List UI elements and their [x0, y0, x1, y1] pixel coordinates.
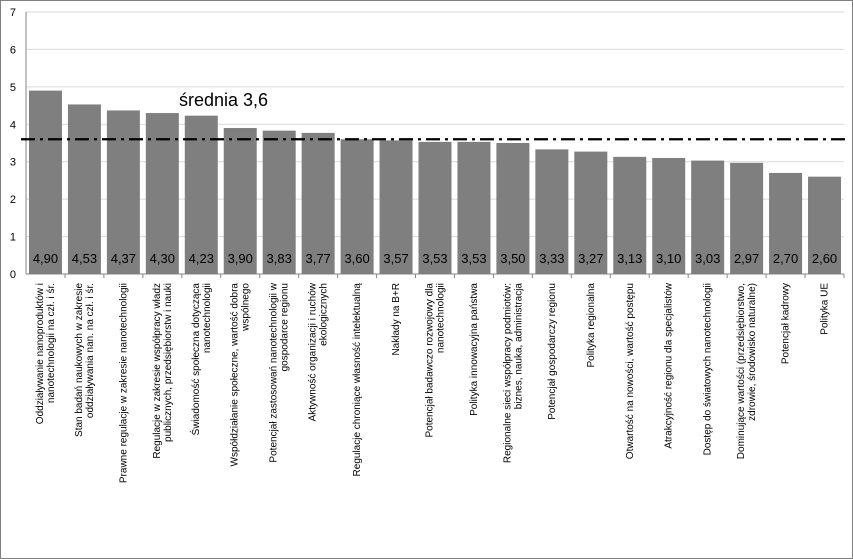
category-label: nanotechnologii [202, 283, 213, 353]
category-label: publicznych, przedsiębiorstw i nauki [163, 283, 174, 442]
category-label: Regionalne sieci współpracy podmiotów: [502, 283, 513, 463]
category-label: Potencjał zastosowań nanotechnologii w [269, 282, 280, 462]
category-label: gospodarce regionu [280, 283, 291, 371]
bar [613, 156, 647, 274]
data-label: 3,53 [461, 251, 486, 266]
data-label: 3,03 [695, 251, 720, 266]
category-label: Potencjał badawczo rozwojowy dla [425, 283, 436, 438]
data-label: 3,27 [578, 251, 603, 266]
category-label: Polityka innowacyjna państwa [469, 283, 480, 416]
bar [535, 149, 569, 274]
data-label: 3,60 [344, 251, 369, 266]
category-label: Regulacje chroniące własność intelektual… [352, 283, 363, 477]
average-annotation: średnia 3,6 [179, 90, 268, 110]
data-label: 4,37 [111, 251, 136, 266]
data-label: 4,23 [189, 251, 214, 266]
category-label: Świadomość społeczna dotycząca [189, 283, 202, 436]
category-label: oddziaływania nan. na czł. i śr. [85, 283, 96, 418]
category-label: Dostęp do światowych nanotechnologii [703, 283, 714, 455]
y-tick-label: 6 [10, 44, 16, 56]
data-label: 3,10 [656, 251, 681, 266]
y-tick-label: 0 [10, 269, 16, 281]
data-label: 3,83 [267, 251, 292, 266]
data-label: 4,53 [72, 251, 97, 266]
bar [730, 162, 764, 274]
bar [769, 172, 803, 274]
category-label: Polityka UE [820, 283, 831, 335]
data-label: 3,53 [422, 251, 447, 266]
y-tick-label: 1 [10, 232, 16, 244]
category-label: zdrowie, środowisko naturalne) [747, 283, 758, 421]
y-tick-label: 4 [10, 119, 16, 131]
y-tick-label: 3 [10, 157, 16, 169]
category-label: wspólnego [241, 283, 252, 332]
bar [379, 140, 413, 274]
data-label: 3,50 [500, 251, 525, 266]
category-label: Potencjał gospodarczy regionu [547, 283, 558, 420]
category-label: Dominujące wartości (przedsiębiorstwo, [736, 283, 747, 459]
bar [106, 110, 140, 275]
bar [184, 115, 218, 274]
category-label: Regulacje w zakresie współpracy władz [152, 283, 163, 459]
bar [262, 130, 296, 274]
bar [301, 132, 335, 274]
category-label: nanotechnologii [436, 283, 447, 353]
bar [340, 139, 374, 274]
category-label: Prawne regulacje w zakresie nanotechnolo… [118, 283, 129, 483]
category-label: Nakłady na B+R [391, 283, 402, 356]
category-label: biznes, nauka, administracja [513, 283, 524, 410]
bar [496, 143, 530, 274]
data-label: 2,60 [812, 251, 837, 266]
y-tick-label: 5 [10, 82, 16, 94]
bar [691, 160, 725, 274]
category-label: Potencjał kadrowy [781, 283, 792, 364]
data-label: 4,30 [150, 251, 175, 266]
data-label: 3,90 [228, 251, 253, 266]
data-label: 3,33 [539, 251, 564, 266]
category-label: ekologicznych [319, 283, 330, 346]
category-label: Oddziaływanie nanoproduktów i [35, 283, 46, 424]
bar [574, 151, 608, 274]
bar [28, 90, 62, 274]
data-label: 3,77 [305, 251, 330, 266]
bar [418, 141, 452, 274]
y-tick-label: 7 [10, 7, 16, 19]
category-label: nanotechnologii na czł. i śr. [46, 283, 57, 403]
bar [457, 141, 491, 274]
bar [67, 104, 101, 274]
category-label: Polityka regionalna [586, 283, 597, 368]
y-tick-label: 2 [10, 194, 16, 206]
category-label: Otwartość na nowości, wartość postępu [625, 283, 636, 459]
category-label: Stan badań naukowych w zakresie [74, 283, 85, 437]
data-label: 3,57 [383, 251, 408, 266]
bar [145, 113, 179, 274]
data-label: 2,97 [734, 251, 759, 266]
category-label: Współdziałanie społeczne, wartość dobra [230, 283, 241, 467]
category-label: Aktywność organizacji i ruchów [308, 282, 319, 421]
bar [652, 157, 686, 274]
bar [808, 176, 842, 274]
bar [223, 128, 257, 274]
data-label: 3,13 [617, 251, 642, 266]
data-label: 2,70 [773, 251, 798, 266]
data-label: 4,90 [33, 251, 58, 266]
category-label: Atrakcyjność regionu dla specjalistów [664, 282, 675, 448]
